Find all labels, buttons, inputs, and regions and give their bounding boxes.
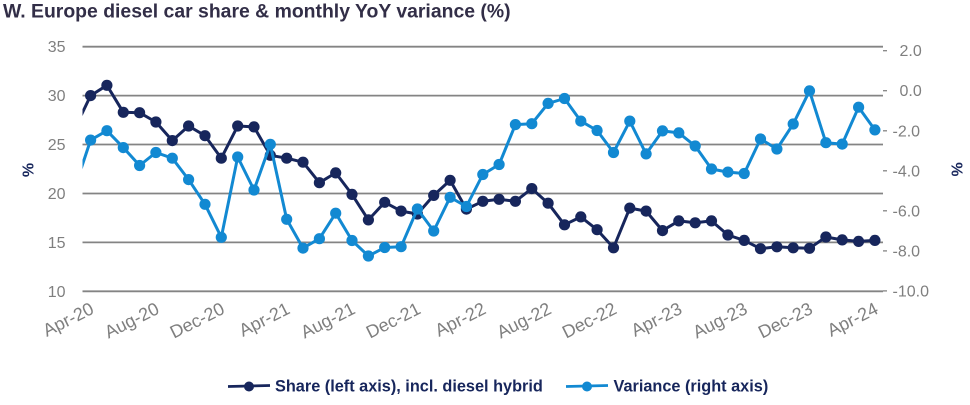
svg-text:-6.0: -6.0 <box>893 203 921 220</box>
svg-text:20: 20 <box>48 186 66 203</box>
svg-text:%: % <box>21 163 38 177</box>
svg-text:2.0: 2.0 <box>900 43 922 60</box>
svg-text:-8.0: -8.0 <box>893 243 921 260</box>
svg-text:15: 15 <box>48 235 66 252</box>
svg-text:W. Europe diesel car share & m: W. Europe diesel car share & monthly YoY… <box>3 1 511 23</box>
svg-text:35: 35 <box>48 39 66 56</box>
svg-text:-10.0: -10.0 <box>893 283 930 300</box>
svg-text:Share (left axis), incl. diese: Share (left axis), incl. diesel hybrid <box>275 378 543 396</box>
svg-text:-4.0: -4.0 <box>893 163 921 180</box>
svg-text:10: 10 <box>48 284 66 301</box>
svg-text:25: 25 <box>48 137 66 154</box>
svg-text:-2.0: -2.0 <box>893 123 921 140</box>
svg-text:%: % <box>947 162 964 176</box>
svg-text:30: 30 <box>48 88 66 105</box>
svg-text:Variance (right axis): Variance (right axis) <box>614 378 769 396</box>
svg-text:0.0: 0.0 <box>900 83 922 100</box>
